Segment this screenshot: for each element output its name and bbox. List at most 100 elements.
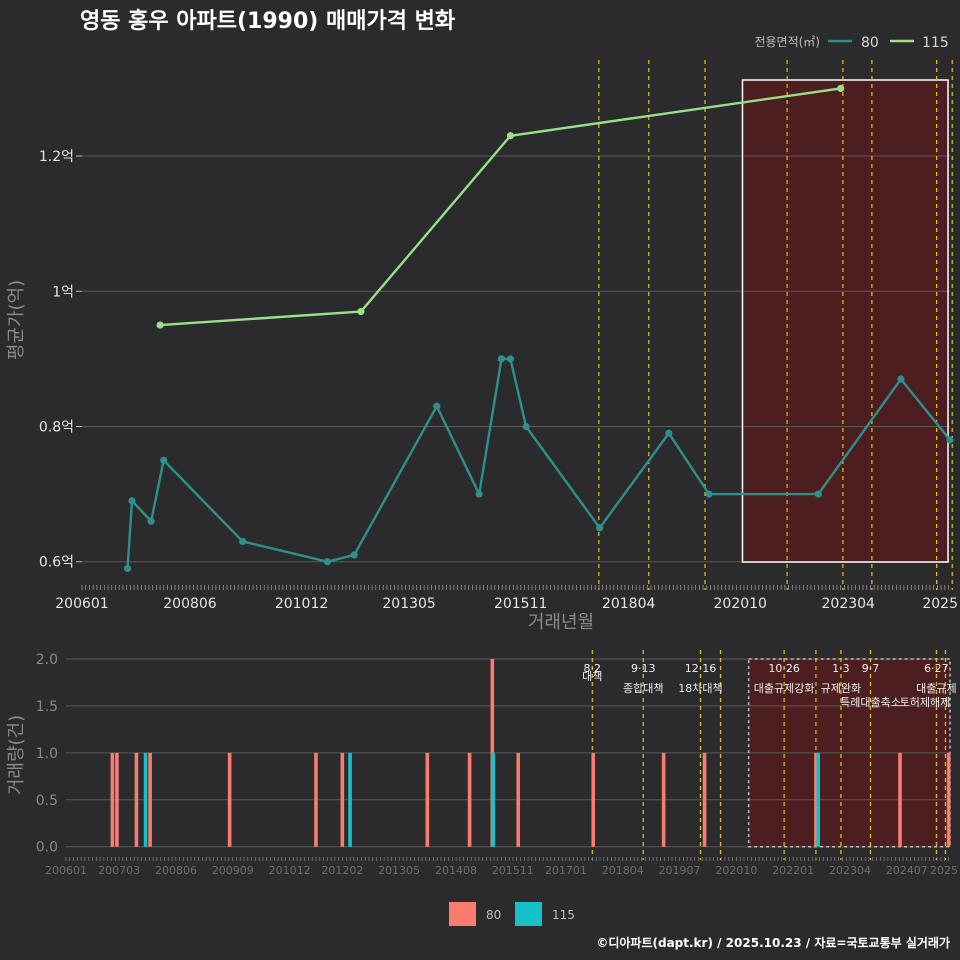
- data-point-80: [239, 537, 247, 546]
- y-tick-label: 1.5: [36, 699, 58, 715]
- bar-80: [661, 752, 666, 847]
- x-tick-label: 202304: [829, 864, 871, 877]
- data-point-80: [350, 551, 358, 559]
- bar-115: [491, 752, 496, 847]
- y-tick-label: 0.6억: [39, 555, 74, 571]
- legend-label-80: 80: [486, 908, 501, 922]
- legend-swatch-115: [515, 902, 542, 926]
- bar-115: [348, 752, 352, 847]
- volume-bar-chart: 0.0 0.5 1.0 1.5 2.0 8·2대책 9·13 종합대책 12·16 18차대책 10…: [6, 650, 958, 877]
- annotation-date: 12·16: [685, 662, 717, 675]
- bar-80: [314, 752, 318, 847]
- data-point-80: [497, 355, 506, 363]
- price-line-chart: 0.6억 0.8억 1억 1.2억 200601 200806 201012 201305 20…: [6, 60, 958, 633]
- bar-80: [148, 752, 152, 847]
- x-tick-label: 201511: [492, 864, 534, 877]
- annotation-date: 9·7: [862, 662, 880, 675]
- annotation-date: 8·2: [584, 662, 602, 675]
- series-line-80: [126, 357, 951, 569]
- bar-80: [814, 752, 818, 847]
- bar-80: [946, 752, 951, 847]
- legend-top: 전용면적(㎡) 80 115: [754, 35, 948, 51]
- data-point-80: [147, 517, 155, 525]
- data-point-80: [897, 375, 905, 383]
- x-tick-label: 201511: [494, 596, 547, 612]
- data-point-80: [123, 564, 132, 573]
- highlight-region: [742, 80, 948, 562]
- data-point-80: [128, 497, 136, 505]
- annotation-label: 18차대책: [678, 682, 722, 695]
- annotation-date: 1·3: [832, 662, 850, 675]
- x-tick-label: 200601: [55, 596, 108, 612]
- data-point-80: [475, 490, 483, 498]
- annotation-label: 대출규제강화: [754, 682, 815, 695]
- x-tick-label: 201804: [602, 864, 644, 877]
- annotation-label: 대출규제: [916, 682, 956, 695]
- bar-80: [467, 752, 472, 847]
- legend-label-80: 80: [861, 35, 879, 51]
- x-tick-label: 200703: [98, 864, 140, 877]
- y-tick-label: 2.0: [36, 652, 58, 668]
- y-axis-title: 거래량(건): [6, 715, 27, 795]
- y-tick-label: 1억: [52, 284, 74, 300]
- x-tick-label: 202304: [822, 596, 876, 612]
- data-point-80: [665, 429, 673, 437]
- x-tick-label: 201408: [435, 864, 477, 877]
- x-tick-label: 201804: [602, 596, 656, 612]
- x-tick-label: 201202: [321, 864, 363, 877]
- bar-80: [227, 752, 232, 847]
- x-axis-title: 거래년월: [528, 612, 594, 633]
- annotation-label: 규제완화: [821, 682, 861, 695]
- data-point-115: [156, 321, 164, 329]
- data-point-115: [837, 84, 845, 93]
- bar-80: [702, 752, 707, 847]
- credit-text: ©디아파트(dapt.kr) / 2025.10.23 / 자료=국토교통부 실…: [596, 935, 950, 950]
- legend-label-115: 115: [552, 908, 575, 922]
- data-point-80: [160, 456, 168, 464]
- data-point-80: [323, 558, 332, 566]
- x-tick-label: 201305: [378, 864, 420, 877]
- x-tick-label: 201012: [275, 596, 328, 612]
- y-tick-label: 0.8억: [39, 419, 74, 435]
- x-tick-label: 2025: [930, 864, 958, 877]
- bar-115: [143, 752, 148, 847]
- chart-title: 영동 홍우 아파트(1990) 매매가격 변화: [80, 9, 455, 34]
- data-point-80: [705, 490, 713, 498]
- bar-115: [816, 752, 820, 847]
- data-point-80: [946, 436, 954, 444]
- data-point-80: [506, 355, 515, 363]
- x-tick-label: 200806: [163, 596, 217, 612]
- x-tick-label: 2025: [922, 596, 958, 612]
- x-tick-label: 202407: [886, 864, 928, 877]
- highlight-border: [741, 79, 949, 563]
- data-point-80: [814, 490, 822, 498]
- annotation-date: 9·13: [631, 662, 656, 675]
- legend-title: 전용면적(㎡): [754, 35, 820, 49]
- legend-bottom: 80 115: [449, 902, 575, 926]
- series-line-115: [160, 87, 841, 327]
- x-tick-label: 201701: [545, 864, 587, 877]
- bar-80: [115, 752, 119, 847]
- annotation-date: 토허제해제: [900, 695, 951, 709]
- annotation-date: 6·27: [924, 662, 949, 675]
- y-axis-title: 평균가(억): [6, 280, 27, 360]
- data-point-115: [506, 132, 515, 140]
- x-tick-label: 201012: [269, 864, 311, 877]
- x-tick-label: 200909: [212, 864, 254, 877]
- data-point-80: [522, 422, 530, 431]
- annotation-label: 특례대출축소: [840, 696, 901, 709]
- annotation-date: 10·26: [768, 662, 800, 675]
- x-tick-label: 202010: [714, 596, 767, 612]
- x-tick-label: 201305: [382, 596, 435, 612]
- y-tick-label: 0.5: [36, 793, 58, 809]
- bar-80: [110, 752, 115, 847]
- x-tick-label: 202010: [715, 864, 757, 877]
- y-tick-label: 1.2억: [39, 149, 74, 165]
- x-tick-label: 200806: [155, 864, 197, 877]
- annotation-label: 대책: [582, 670, 602, 683]
- x-tick-label: 202201: [772, 864, 814, 877]
- data-point-80: [596, 524, 604, 532]
- legend-label-115: 115: [922, 35, 949, 51]
- bar-80: [425, 752, 430, 847]
- annotation-label: 종합대책: [623, 682, 663, 695]
